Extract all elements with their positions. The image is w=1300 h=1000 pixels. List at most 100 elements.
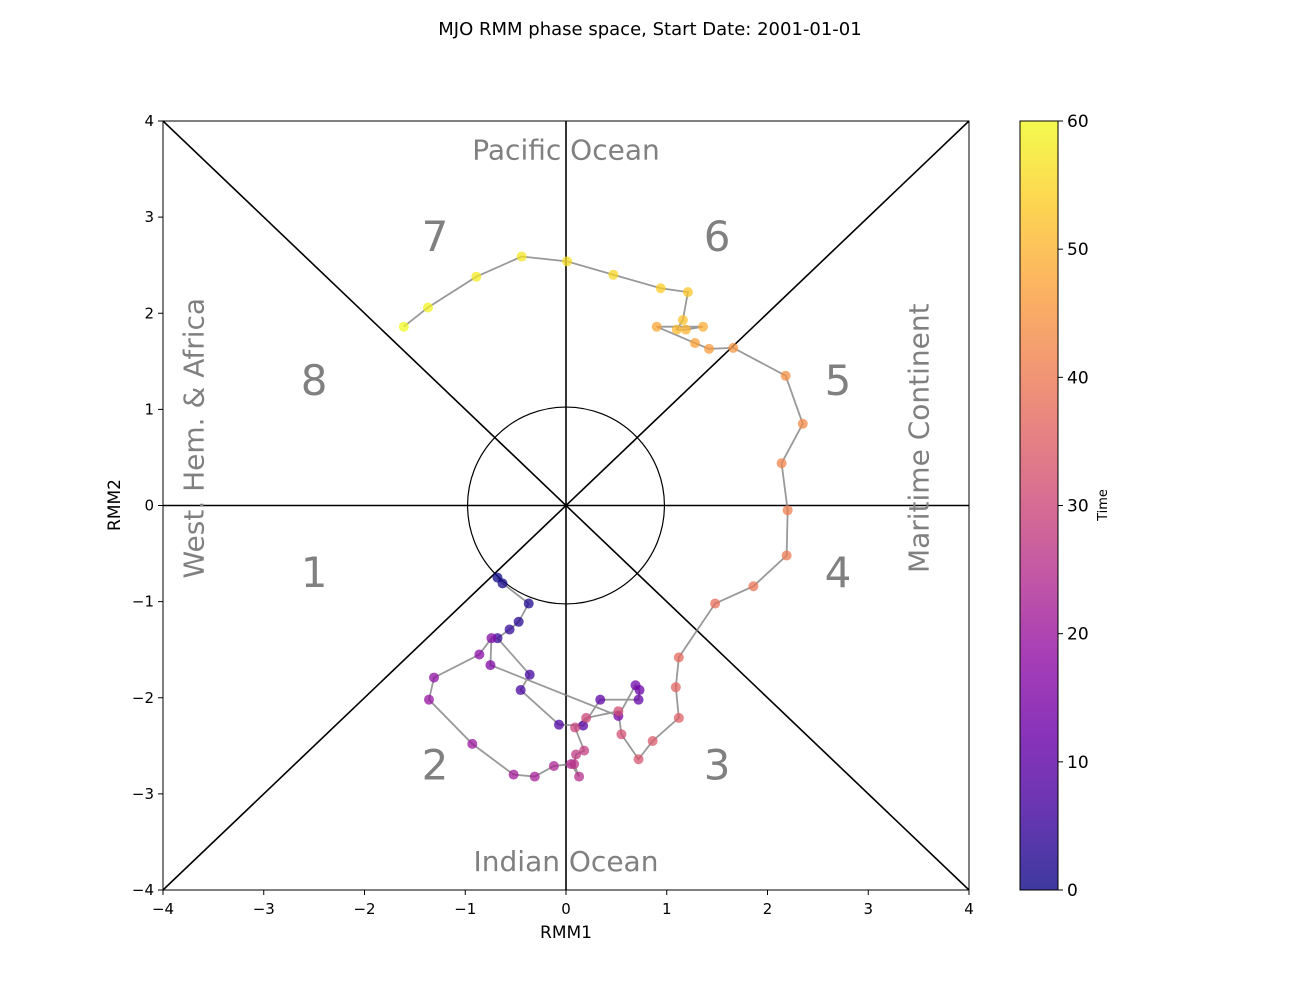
trajectory-point (748, 581, 759, 592)
trajectory-point (728, 342, 739, 353)
trajectory-point (595, 694, 606, 705)
x-tick-label: 0 (561, 900, 571, 918)
region-labels: Pacific Ocean Indian Ocean West. Hem. & … (177, 133, 935, 877)
chart-title: MJO RMM phase space, Start Date: 2001-01… (438, 19, 861, 40)
trajectory-point (562, 256, 573, 267)
trajectory-point (698, 321, 709, 332)
y-axis-ticks: −4 −3 −2 −1 0 1 2 3 4 (132, 112, 163, 899)
x-tick-label: 2 (763, 900, 773, 918)
x-tick-label: −4 (152, 900, 174, 918)
trajectory-point (398, 321, 409, 332)
x-tick-label: 1 (662, 900, 672, 918)
x-tick-label: −3 (253, 900, 275, 918)
x-tick-label: −2 (353, 900, 375, 918)
trajectory-point (680, 324, 691, 335)
phase-labels: 1 2 3 4 5 6 7 8 (301, 212, 852, 790)
phase-label-1: 1 (301, 548, 328, 597)
trajectory-point (578, 720, 589, 731)
trajectory-point (797, 418, 808, 429)
trajectory-point (467, 738, 478, 749)
trajectory-point (486, 633, 497, 644)
region-label-bottom: Indian Ocean (474, 845, 659, 878)
plot-area: 1 2 3 4 5 6 7 8 Pacific Ocean Indian Ocean West… (162, 120, 970, 891)
trajectory-point (682, 287, 693, 298)
trajectory-point (529, 771, 540, 782)
x-tick-label: 4 (964, 900, 974, 918)
phase-label-7: 7 (422, 212, 449, 261)
phase-label-2: 2 (422, 740, 449, 789)
trajectory-point (670, 682, 681, 693)
trajectory-point (655, 283, 666, 294)
colorbar-tick-label: 40 (1067, 368, 1089, 388)
trajectory-point (704, 343, 715, 354)
trajectory-point (616, 729, 627, 740)
y-tick-label: −2 (132, 689, 154, 707)
trajectory-point (508, 769, 519, 780)
phase-label-4: 4 (825, 548, 852, 597)
y-tick-label: −1 (132, 593, 154, 611)
colorbar-label: Time (1096, 489, 1111, 522)
trajectory-point (548, 760, 559, 771)
y-tick-label: 2 (144, 304, 154, 322)
colorbar-tick-label: 0 (1067, 881, 1078, 901)
region-label-right: Maritime Continent (903, 303, 936, 573)
trajectory-point (569, 759, 580, 770)
x-tick-label: 3 (863, 900, 873, 918)
trajectory-point (524, 669, 535, 680)
trajectory-point (516, 251, 527, 262)
phase-label-3: 3 (704, 740, 731, 789)
trajectory-point (553, 719, 564, 730)
y-tick-label: 3 (144, 208, 154, 226)
phase-label-5: 5 (825, 356, 852, 405)
region-label-left: West. Hem. & Africa (177, 298, 210, 579)
trajectory-point (574, 771, 585, 782)
trajectory-points (398, 251, 808, 782)
trajectory-point (471, 271, 482, 282)
colorbar-tick-label: 10 (1067, 753, 1089, 773)
trajectory-point (633, 694, 644, 705)
phase-label-8: 8 (301, 356, 328, 405)
trajectory-point (608, 269, 619, 280)
y-tick-label: −3 (132, 785, 154, 803)
trajectory-point (422, 302, 433, 313)
trajectory-point (523, 598, 534, 609)
trajectory-point (782, 505, 793, 516)
colorbar-gradient (1020, 121, 1058, 890)
region-label-top: Pacific Ocean (472, 133, 659, 166)
y-tick-label: 1 (144, 400, 154, 418)
trajectory-point (429, 672, 440, 683)
colorbar-tick-label: 50 (1067, 240, 1089, 260)
colorbar-tick-label: 30 (1067, 497, 1089, 517)
trajectory-point (673, 712, 684, 723)
trajectory-point (570, 722, 581, 733)
trajectory-point (781, 550, 792, 561)
trajectory-point (515, 685, 526, 696)
colorbar-tick-label: 60 (1067, 112, 1089, 132)
colorbar-tick-label: 20 (1067, 625, 1089, 645)
trajectory-point (671, 324, 682, 335)
y-axis-label: RMM2 (105, 479, 125, 531)
colorbar: 0 10 20 30 40 50 60 Time (1019, 112, 1111, 901)
trajectory-point (651, 321, 662, 332)
phase-divider-lines (162, 120, 970, 891)
unit-circle (466, 406, 666, 605)
trajectory-point (513, 616, 524, 627)
x-axis-ticks: −4 −3 −2 −1 0 1 2 3 4 (152, 890, 974, 918)
trajectory-point (423, 694, 434, 705)
trajectory-point (485, 660, 496, 671)
colorbar-ticks: 0 10 20 30 40 50 60 (1058, 112, 1089, 901)
trajectory-point (613, 706, 624, 717)
trajectory-point (710, 598, 721, 609)
trajectory-point (780, 370, 791, 381)
phase-label-6: 6 (704, 212, 731, 261)
trajectory-point (647, 736, 658, 747)
x-axis-label: RMM1 (540, 923, 592, 943)
trajectory-point (504, 624, 515, 635)
trajectory-point (581, 712, 592, 723)
trajectory-point (497, 578, 508, 589)
trajectory-point (571, 749, 582, 760)
y-tick-label: 4 (144, 112, 154, 130)
trajectory-point (630, 680, 641, 691)
y-tick-label: 0 (144, 497, 154, 515)
